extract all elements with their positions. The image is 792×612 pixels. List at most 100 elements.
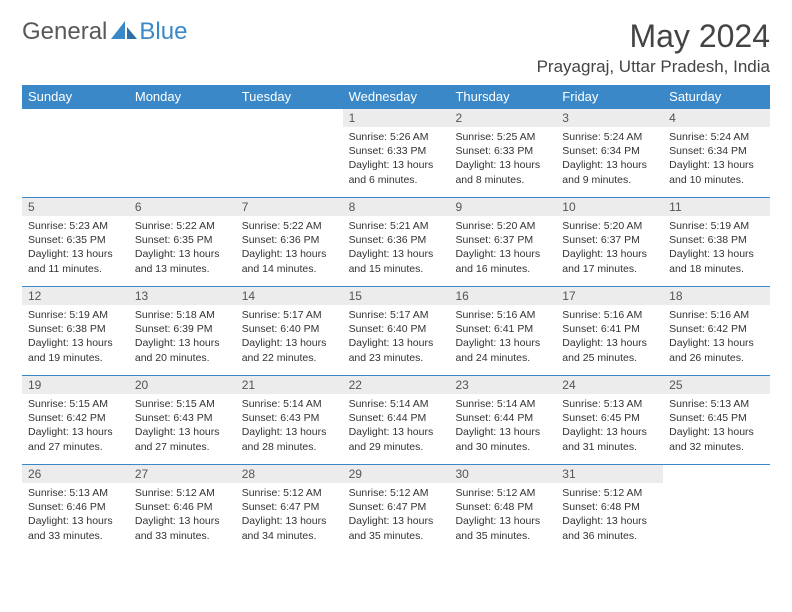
sunset-line: Sunset: 6:37 PM [455, 233, 550, 247]
day-number: 20 [129, 376, 236, 394]
month-title: May 2024 [537, 18, 770, 55]
daylight-line: Daylight: 13 hours and 29 minutes. [349, 425, 444, 453]
sunrise-line: Sunrise: 5:15 AM [135, 397, 230, 411]
brand-text-2: Blue [139, 18, 187, 46]
day-details: Sunrise: 5:26 AMSunset: 6:33 PMDaylight:… [343, 127, 450, 191]
day-details: Sunrise: 5:12 AMSunset: 6:47 PMDaylight:… [343, 483, 450, 547]
daylight-line: Daylight: 13 hours and 8 minutes. [455, 158, 550, 186]
day-cell: 18Sunrise: 5:16 AMSunset: 6:42 PMDayligh… [663, 287, 770, 375]
day-details: Sunrise: 5:20 AMSunset: 6:37 PMDaylight:… [556, 216, 663, 280]
brand-sail-icon [111, 19, 137, 46]
sunrise-line: Sunrise: 5:20 AM [562, 219, 657, 233]
daylight-line: Daylight: 13 hours and 35 minutes. [455, 514, 550, 542]
daylight-line: Daylight: 13 hours and 32 minutes. [669, 425, 764, 453]
day-cell: 15Sunrise: 5:17 AMSunset: 6:40 PMDayligh… [343, 287, 450, 375]
daylight-line: Daylight: 13 hours and 35 minutes. [349, 514, 444, 542]
day-number: 9 [449, 198, 556, 216]
daylight-line: Daylight: 13 hours and 23 minutes. [349, 336, 444, 364]
sunset-line: Sunset: 6:47 PM [242, 500, 337, 514]
day-cell: 29Sunrise: 5:12 AMSunset: 6:47 PMDayligh… [343, 465, 450, 553]
day-cell: 10Sunrise: 5:20 AMSunset: 6:37 PMDayligh… [556, 198, 663, 286]
sunset-line: Sunset: 6:40 PM [242, 322, 337, 336]
sunrise-line: Sunrise: 5:19 AM [28, 308, 123, 322]
day-cell: 4Sunrise: 5:24 AMSunset: 6:34 PMDaylight… [663, 109, 770, 197]
day-details: Sunrise: 5:12 AMSunset: 6:48 PMDaylight:… [556, 483, 663, 547]
day-details: Sunrise: 5:14 AMSunset: 6:43 PMDaylight:… [236, 394, 343, 458]
sunset-line: Sunset: 6:48 PM [455, 500, 550, 514]
day-number: 6 [129, 198, 236, 216]
day-number [129, 109, 236, 113]
sunset-line: Sunset: 6:41 PM [455, 322, 550, 336]
sunset-line: Sunset: 6:38 PM [28, 322, 123, 336]
day-details: Sunrise: 5:19 AMSunset: 6:38 PMDaylight:… [663, 216, 770, 280]
day-cell: 7Sunrise: 5:22 AMSunset: 6:36 PMDaylight… [236, 198, 343, 286]
sunrise-line: Sunrise: 5:12 AM [135, 486, 230, 500]
daylight-line: Daylight: 13 hours and 16 minutes. [455, 247, 550, 275]
dow-friday: Friday [556, 85, 663, 108]
day-cell: 6Sunrise: 5:22 AMSunset: 6:35 PMDaylight… [129, 198, 236, 286]
day-number: 17 [556, 287, 663, 305]
sunrise-line: Sunrise: 5:25 AM [455, 130, 550, 144]
day-number [22, 109, 129, 113]
day-details: Sunrise: 5:22 AMSunset: 6:35 PMDaylight:… [129, 216, 236, 280]
sunrise-line: Sunrise: 5:22 AM [242, 219, 337, 233]
sunrise-line: Sunrise: 5:14 AM [455, 397, 550, 411]
day-details: Sunrise: 5:17 AMSunset: 6:40 PMDaylight:… [343, 305, 450, 369]
sunset-line: Sunset: 6:45 PM [562, 411, 657, 425]
sunrise-line: Sunrise: 5:16 AM [455, 308, 550, 322]
day-number: 8 [343, 198, 450, 216]
sunrise-line: Sunrise: 5:14 AM [242, 397, 337, 411]
sunset-line: Sunset: 6:35 PM [28, 233, 123, 247]
day-cell: 19Sunrise: 5:15 AMSunset: 6:42 PMDayligh… [22, 376, 129, 464]
day-number: 27 [129, 465, 236, 483]
daylight-line: Daylight: 13 hours and 20 minutes. [135, 336, 230, 364]
sunrise-line: Sunrise: 5:12 AM [455, 486, 550, 500]
sunrise-line: Sunrise: 5:22 AM [135, 219, 230, 233]
day-details: Sunrise: 5:15 AMSunset: 6:42 PMDaylight:… [22, 394, 129, 458]
daylight-line: Daylight: 13 hours and 24 minutes. [455, 336, 550, 364]
day-details: Sunrise: 5:24 AMSunset: 6:34 PMDaylight:… [556, 127, 663, 191]
day-details: Sunrise: 5:16 AMSunset: 6:41 PMDaylight:… [449, 305, 556, 369]
day-number [663, 465, 770, 469]
daylight-line: Daylight: 13 hours and 15 minutes. [349, 247, 444, 275]
day-details: Sunrise: 5:24 AMSunset: 6:34 PMDaylight:… [663, 127, 770, 191]
sunset-line: Sunset: 6:40 PM [349, 322, 444, 336]
day-cell: 2Sunrise: 5:25 AMSunset: 6:33 PMDaylight… [449, 109, 556, 197]
day-number: 30 [449, 465, 556, 483]
day-cell: 17Sunrise: 5:16 AMSunset: 6:41 PMDayligh… [556, 287, 663, 375]
brand-text-1: General [22, 18, 107, 46]
sunrise-line: Sunrise: 5:16 AM [669, 308, 764, 322]
day-cell: 23Sunrise: 5:14 AMSunset: 6:44 PMDayligh… [449, 376, 556, 464]
day-cell: 20Sunrise: 5:15 AMSunset: 6:43 PMDayligh… [129, 376, 236, 464]
daylight-line: Daylight: 13 hours and 33 minutes. [135, 514, 230, 542]
day-number: 29 [343, 465, 450, 483]
daylight-line: Daylight: 13 hours and 27 minutes. [135, 425, 230, 453]
title-block: May 2024 Prayagraj, Uttar Pradesh, India [537, 18, 770, 77]
day-details: Sunrise: 5:22 AMSunset: 6:36 PMDaylight:… [236, 216, 343, 280]
daylight-line: Daylight: 13 hours and 30 minutes. [455, 425, 550, 453]
daylight-line: Daylight: 13 hours and 25 minutes. [562, 336, 657, 364]
sunrise-line: Sunrise: 5:13 AM [669, 397, 764, 411]
daylight-line: Daylight: 13 hours and 19 minutes. [28, 336, 123, 364]
calendar: Sunday Monday Tuesday Wednesday Thursday… [22, 85, 770, 553]
day-details: Sunrise: 5:12 AMSunset: 6:46 PMDaylight:… [129, 483, 236, 547]
sunset-line: Sunset: 6:33 PM [349, 144, 444, 158]
day-details: Sunrise: 5:14 AMSunset: 6:44 PMDaylight:… [449, 394, 556, 458]
sunrise-line: Sunrise: 5:24 AM [669, 130, 764, 144]
sunset-line: Sunset: 6:36 PM [242, 233, 337, 247]
day-details: Sunrise: 5:23 AMSunset: 6:35 PMDaylight:… [22, 216, 129, 280]
daylight-line: Daylight: 13 hours and 18 minutes. [669, 247, 764, 275]
day-cell: 1Sunrise: 5:26 AMSunset: 6:33 PMDaylight… [343, 109, 450, 197]
sunset-line: Sunset: 6:41 PM [562, 322, 657, 336]
day-number: 15 [343, 287, 450, 305]
day-details: Sunrise: 5:12 AMSunset: 6:48 PMDaylight:… [449, 483, 556, 547]
day-cell: 31Sunrise: 5:12 AMSunset: 6:48 PMDayligh… [556, 465, 663, 553]
day-of-week-header: Sunday Monday Tuesday Wednesday Thursday… [22, 85, 770, 108]
daylight-line: Daylight: 13 hours and 6 minutes. [349, 158, 444, 186]
day-details: Sunrise: 5:25 AMSunset: 6:33 PMDaylight:… [449, 127, 556, 191]
sunrise-line: Sunrise: 5:13 AM [562, 397, 657, 411]
day-cell: 28Sunrise: 5:12 AMSunset: 6:47 PMDayligh… [236, 465, 343, 553]
sunrise-line: Sunrise: 5:14 AM [349, 397, 444, 411]
day-cell: 11Sunrise: 5:19 AMSunset: 6:38 PMDayligh… [663, 198, 770, 286]
day-number: 21 [236, 376, 343, 394]
